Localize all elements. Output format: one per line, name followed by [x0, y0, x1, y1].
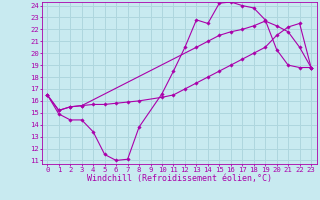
X-axis label: Windchill (Refroidissement éolien,°C): Windchill (Refroidissement éolien,°C) — [87, 174, 272, 183]
